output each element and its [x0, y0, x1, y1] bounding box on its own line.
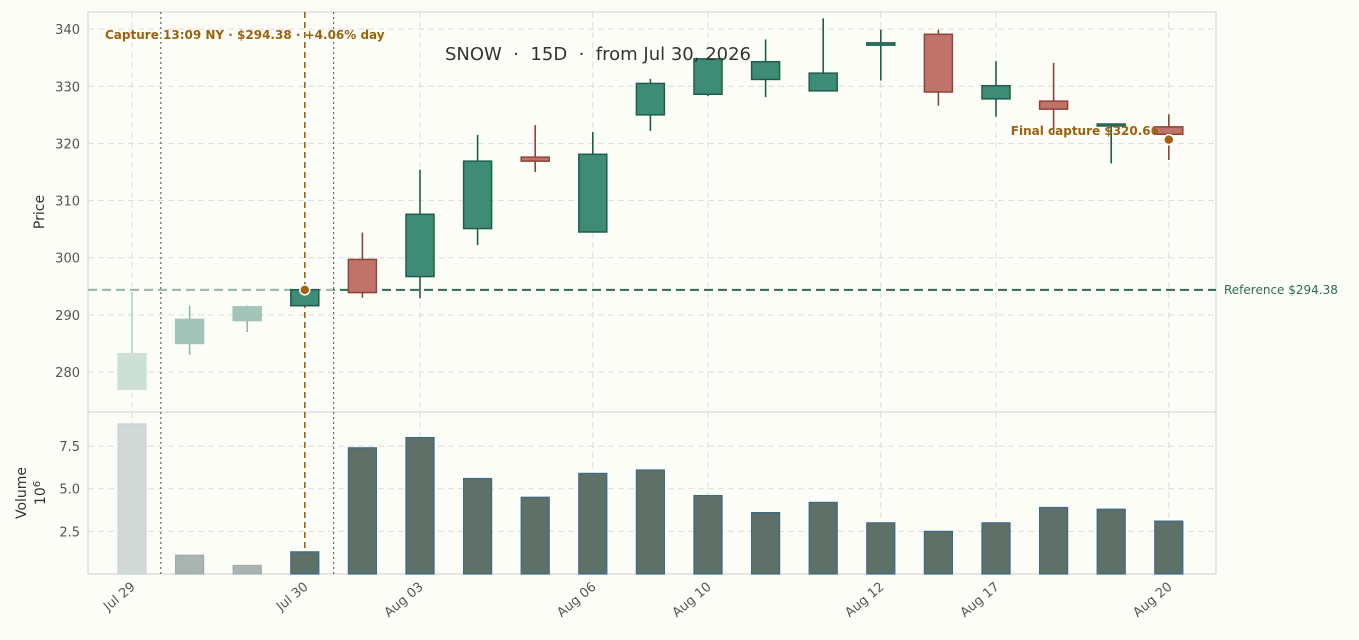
- volume-axis-title: Volume: [14, 467, 30, 519]
- volume-bar: [1154, 520, 1184, 575]
- volume-bar: [290, 551, 320, 575]
- reference-label: Reference $294.38: [1224, 283, 1338, 297]
- volume-multiplier-label: 106: [32, 481, 49, 505]
- volume-bar: [520, 496, 550, 575]
- volume-bar: [923, 530, 954, 575]
- candle-body: [520, 156, 550, 162]
- volume-bar: [981, 522, 1011, 575]
- volume-bar: [866, 522, 896, 575]
- price-tick-label: 280: [55, 366, 80, 381]
- volume-tick-label: 2.5: [59, 525, 80, 540]
- candle-body: [1154, 126, 1184, 136]
- x-tick-label: Aug 17: [958, 580, 1003, 621]
- x-tick-label: Aug 03: [382, 580, 427, 621]
- candle-body: [808, 72, 838, 92]
- volume-bar: [1038, 506, 1069, 575]
- volume-bar: [808, 501, 838, 575]
- volume-bar: [347, 447, 377, 575]
- volume-bar: [232, 564, 262, 575]
- candle-body: [923, 33, 954, 93]
- candle-body: [174, 318, 205, 345]
- volume-bars: [117, 423, 1184, 575]
- candle-body: [232, 306, 262, 322]
- x-tick-label: Aug 12: [842, 580, 887, 621]
- candle-body: [117, 352, 147, 390]
- candle-body: [750, 60, 781, 81]
- annotations: Capture 13:09 NY · $294.38 · +4.06% day F…: [105, 28, 1175, 296]
- volume-bar: [175, 554, 205, 575]
- price-panel-frame: [87, 11, 1217, 413]
- volume-bar: [117, 423, 147, 575]
- volume-tick-label: 7.5: [59, 440, 80, 455]
- candle-body: [405, 213, 435, 278]
- x-tick-label: Aug 10: [670, 580, 715, 621]
- capture-marker: [299, 284, 311, 296]
- price-tick-label: 320: [55, 137, 80, 152]
- candle-body: [1096, 123, 1126, 127]
- candle-body: [693, 58, 723, 96]
- volume-bar: [1096, 508, 1126, 575]
- price-tick-label: 330: [55, 80, 80, 95]
- x-tick-label: Jul 30: [273, 580, 311, 616]
- chart-title: SNOW · 15D · from Jul 30, 2026: [445, 44, 751, 65]
- volume-bar: [750, 512, 781, 575]
- final-capture-annotation: Final capture $320.66: [1011, 124, 1159, 138]
- candle-body: [347, 258, 378, 294]
- x-tick-label: Aug 20: [1130, 580, 1175, 621]
- price-tick-label: 290: [55, 309, 80, 324]
- x-tick-label: Aug 06: [554, 580, 599, 621]
- candle-body: [866, 42, 896, 46]
- price-tick-label: 300: [55, 252, 80, 267]
- price-tick-label: 310: [55, 195, 80, 210]
- candle-body: [462, 160, 493, 230]
- candle-body: [981, 84, 1011, 100]
- candle-body: [578, 153, 608, 233]
- final-capture-marker: [1163, 133, 1175, 146]
- candles: [117, 18, 1184, 390]
- candle-body: [635, 82, 666, 116]
- capture-annotation: Capture 13:09 NY · $294.38 · +4.06% day: [105, 28, 385, 42]
- x-tick-label: Jul 29: [100, 580, 138, 616]
- volume-bar: [405, 436, 435, 575]
- volume-bar: [693, 494, 723, 575]
- volume-bar: [578, 472, 608, 575]
- volume-tick-label: 5.0: [59, 483, 80, 498]
- volume-bar: [463, 477, 493, 575]
- volume-bar: [635, 469, 666, 575]
- price-axis-title: Price: [32, 195, 48, 229]
- price-tick-label: 340: [55, 23, 80, 38]
- candle-body: [1038, 100, 1069, 110]
